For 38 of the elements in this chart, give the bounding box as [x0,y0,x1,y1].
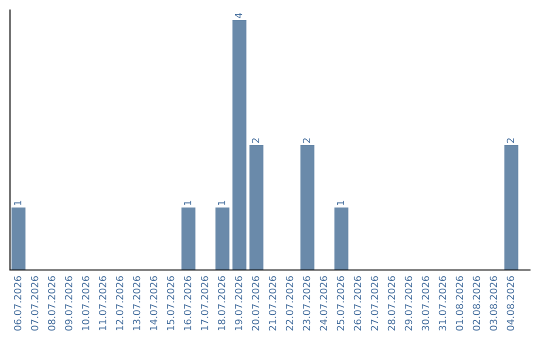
x-tick-label: 06.07.2026 [14,276,22,331]
x-tick-label: 17.07.2026 [200,276,208,330]
x-tick-label: 11.07.2026 [98,276,106,330]
data-label: 1 [336,200,344,206]
x-tick-label: 30.07.2026 [422,276,430,330]
x-tick-label: 02.08.2026 [472,276,480,331]
x-tick-label: 18.07.2026 [218,276,226,330]
x-tick-label: 26.07.2026 [354,276,362,331]
x-tick-label: 23.07.2026 [302,276,310,331]
x-tick-label: 22.07.2026 [286,276,294,331]
x-tick-label: 19.07.2026 [234,276,242,330]
x-tick-label: 20.07.2026 [252,276,260,331]
x-tick-label: 12.07.2026 [116,276,124,330]
x-tick-label: 15.07.2026 [166,276,174,330]
data-label: 1 [218,200,226,206]
data-label: 1 [14,200,22,206]
x-tick-label: 21.07.2026 [268,276,276,331]
data-label: 4 [235,12,242,18]
x-tick-label: 16.07.2026 [184,276,192,330]
x-tick-label: 04.08.2026 [506,276,514,331]
x-tick-label: 09.07.2026 [64,276,72,331]
x-tick-label: 10.07.2026 [82,276,90,330]
x-tick-label: 14.07.2026 [150,276,158,330]
x-tick-label: 31.07.2026 [438,276,446,330]
x-tick-label: 07.07.2026 [30,276,38,331]
x-tick-label: 29.07.2026 [404,276,412,331]
x-tick-label: 01.08.2026 [456,276,464,331]
data-label: 2 [506,138,514,143]
x-tick-label: 08.07.2026 [48,276,56,331]
data-label: 2 [302,138,310,143]
x-tick-label: 27.07.2026 [370,276,378,331]
data-label: 2 [252,138,260,143]
x-tick-label: 24.07.2026 [320,276,328,331]
x-tick-label: 13.07.2026 [132,276,140,330]
x-tick-label: 28.07.2026 [388,276,396,331]
x-tick-label: 03.08.2026 [490,276,498,331]
x-tick-label: 25.07.2026 [336,276,344,331]
data-label: 1 [184,200,192,206]
